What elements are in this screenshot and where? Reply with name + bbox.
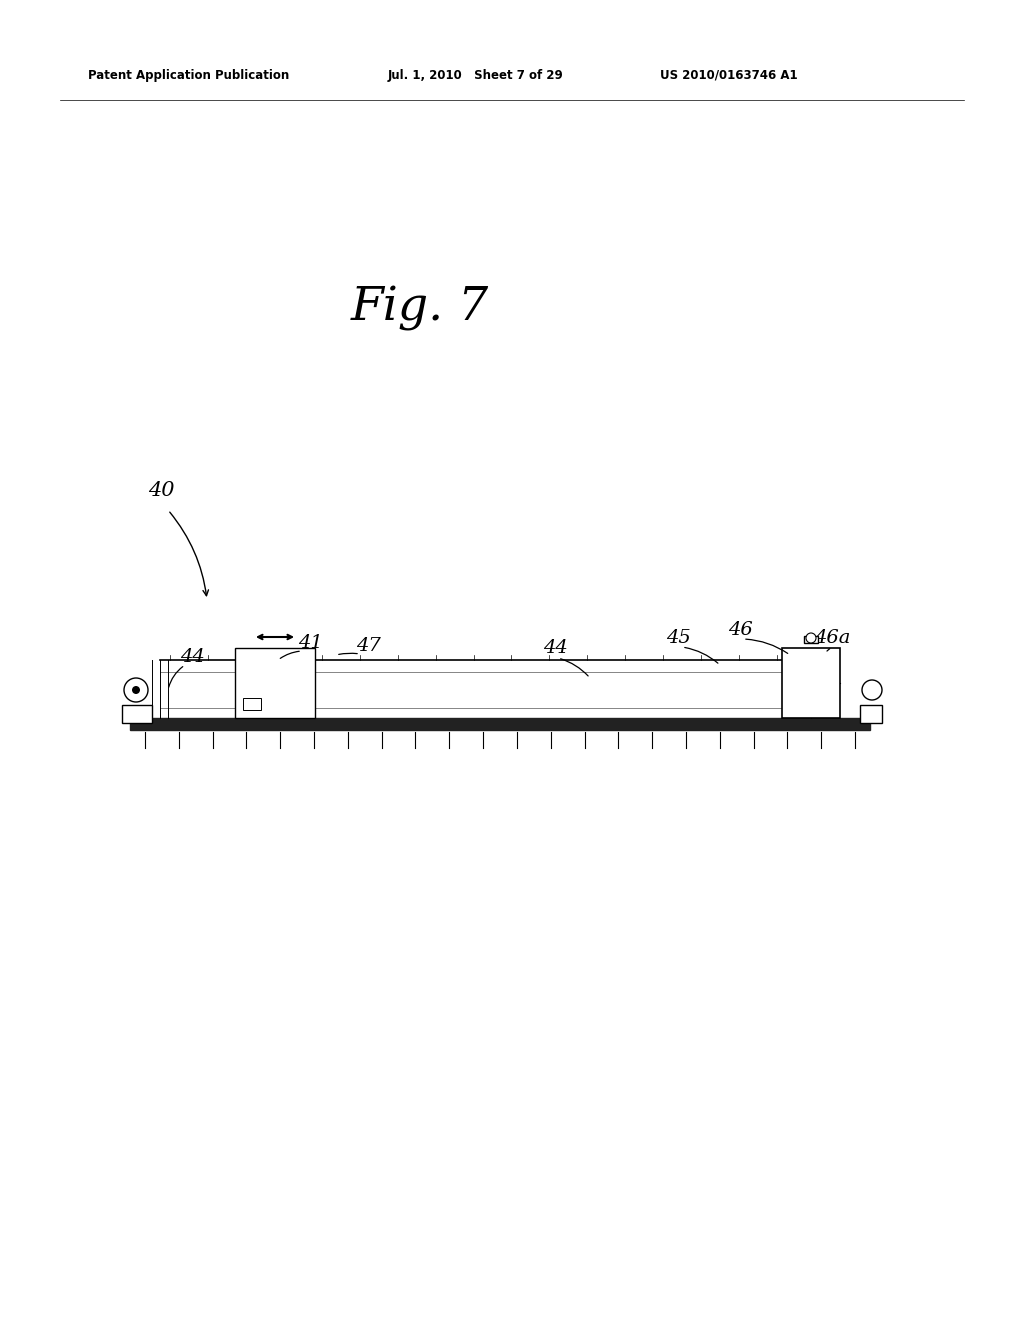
Text: 46: 46 (728, 620, 753, 639)
Bar (130, 718, 870, 730)
Bar (234, 648, 315, 718)
Text: 44: 44 (179, 648, 205, 667)
Text: Jul. 1, 2010   Sheet 7 of 29: Jul. 1, 2010 Sheet 7 of 29 (388, 69, 564, 82)
Circle shape (124, 678, 148, 702)
Text: 41: 41 (298, 634, 323, 652)
Bar (122, 705, 152, 723)
Text: Patent Application Publication: Patent Application Publication (88, 69, 289, 82)
Bar (243, 698, 261, 710)
Bar (860, 705, 882, 723)
Text: Fig. 7: Fig. 7 (351, 285, 489, 330)
Bar (782, 648, 840, 718)
Text: 45: 45 (666, 630, 690, 647)
Circle shape (862, 680, 882, 700)
Text: 47: 47 (355, 638, 380, 655)
Circle shape (806, 634, 816, 643)
Text: US 2010/0163746 A1: US 2010/0163746 A1 (660, 69, 798, 82)
Text: 40: 40 (148, 480, 174, 499)
Text: 44: 44 (543, 639, 567, 657)
Bar (804, 636, 818, 643)
Circle shape (132, 686, 140, 694)
Text: 46a: 46a (814, 630, 850, 647)
